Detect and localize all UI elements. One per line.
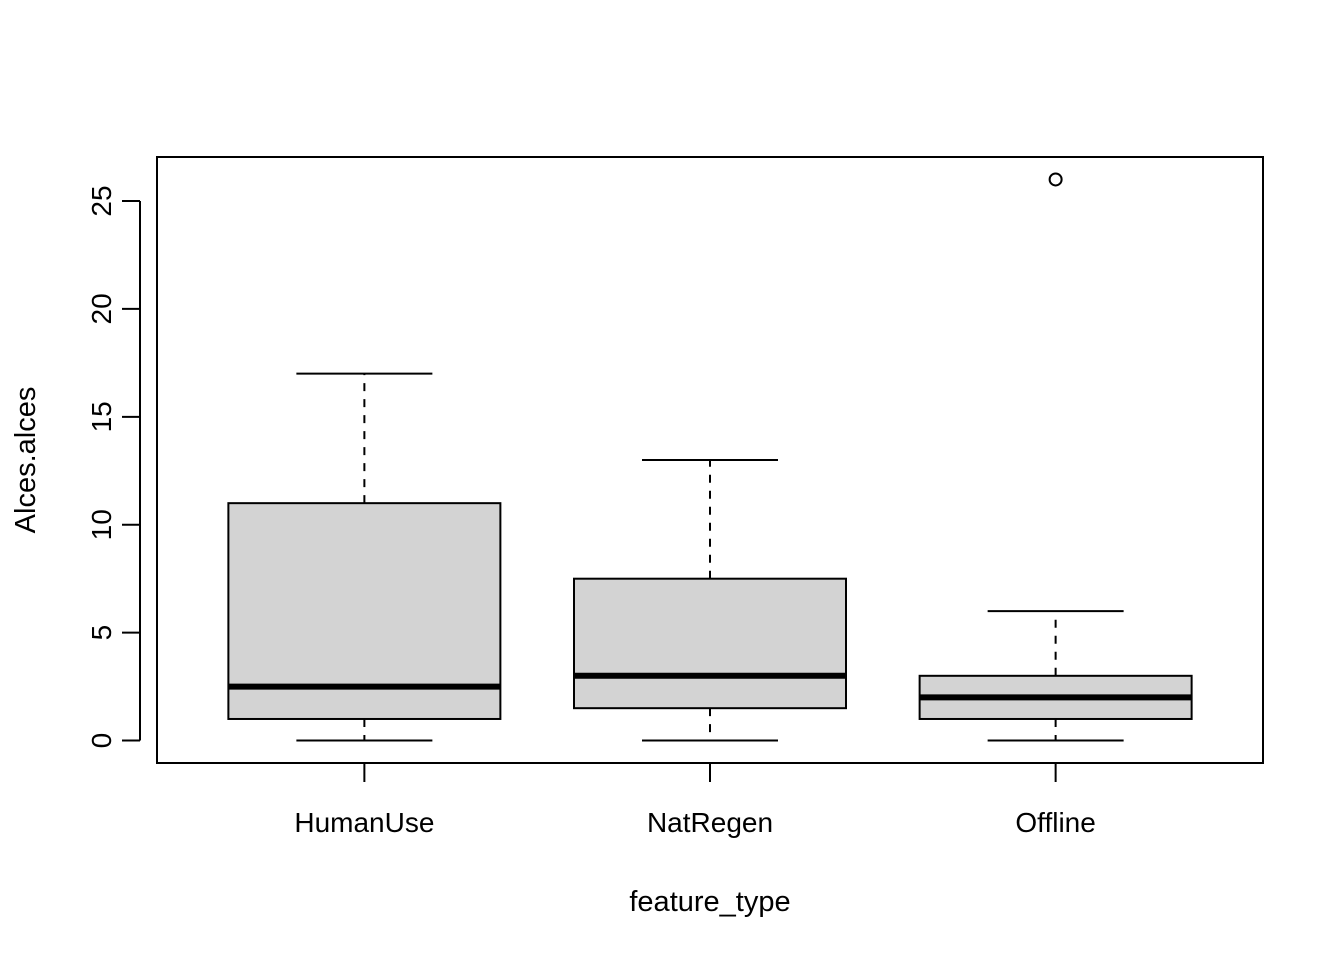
x-tick-label-HumanUse: HumanUse — [294, 807, 434, 838]
x-axis-title: feature_type — [629, 886, 790, 918]
x-axis: HumanUse NatRegen Offline — [294, 762, 1096, 838]
y-tick-label-5: 5 — [86, 625, 117, 641]
box-NatRegen — [573, 459, 847, 742]
y-tick-label-10: 10 — [86, 509, 117, 540]
y-axis: 0 5 10 15 20 25 — [86, 185, 141, 749]
x-tick-label-Offline: Offline — [1015, 807, 1095, 838]
x-tick-label-NatRegen: NatRegen — [647, 807, 773, 838]
y-tick-label-0: 0 — [86, 733, 117, 749]
iqr-box — [227, 502, 502, 720]
y-axis-title: Alces.alces — [10, 387, 42, 534]
y-tick-label-25: 25 — [86, 185, 117, 216]
outlier-point-0 — [1048, 172, 1063, 187]
box-Offline — [918, 172, 1193, 742]
y-tick-label-20: 20 — [86, 293, 117, 324]
iqr-box — [573, 577, 847, 710]
box-HumanUse — [227, 372, 502, 742]
y-tick-label-15: 15 — [86, 401, 117, 432]
box-series — [227, 172, 1193, 742]
